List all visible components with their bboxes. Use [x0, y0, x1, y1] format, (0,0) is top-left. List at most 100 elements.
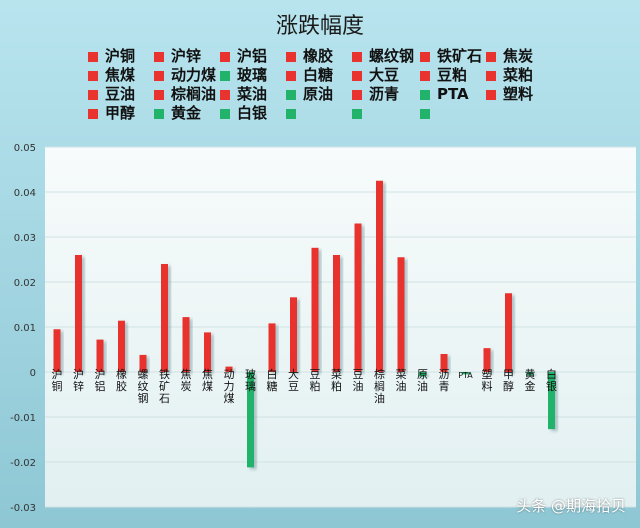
legend-swatch [286, 71, 296, 81]
x-tick-label: 豆粕 [310, 368, 321, 393]
legend-swatch [220, 52, 230, 62]
x-tick-label: 铁矿石 [159, 368, 170, 405]
legend-swatch [352, 71, 362, 81]
bar [225, 366, 233, 372]
y-tick-label: 0.04 [14, 188, 36, 199]
legend-swatch [420, 71, 430, 81]
y-tick-label: -0.01 [10, 413, 36, 424]
bar [505, 293, 512, 372]
legend-item: 橡胶 [286, 47, 333, 66]
legend-item: 玻璃 [220, 66, 267, 85]
legend-swatch [154, 52, 164, 62]
x-tick-label: 大豆 [288, 367, 299, 393]
x-tick-label: 塑料 [482, 367, 493, 393]
legend-item: 甲醇 [88, 104, 135, 123]
legend-item: 大豆 [352, 66, 399, 85]
legend-swatch [88, 109, 98, 119]
legend-label: 大豆 [369, 66, 400, 84]
x-tick-label: 沪铜 [52, 367, 63, 393]
legend-label: 焦煤 [105, 66, 136, 84]
bar [419, 372, 426, 377]
legend-label: 黄金 [171, 104, 202, 122]
legend-label: 棕榈油 [171, 85, 217, 103]
bar [53, 329, 61, 372]
bar [96, 339, 104, 372]
legend-item: 棕榈油 [154, 85, 216, 104]
legend-label: 橡胶 [303, 47, 334, 65]
legend-item: 豆油 [88, 85, 135, 104]
legend-label: 动力煤 [171, 66, 217, 84]
bar [75, 255, 82, 372]
legend-swatch [88, 90, 98, 100]
legend-item: 豆粕 [420, 66, 467, 85]
legend-label: 菜粕 [503, 66, 534, 84]
bar [526, 372, 534, 376]
legend-swatch [486, 52, 496, 62]
y-tick-label: 0.01 [14, 323, 36, 334]
x-tick-label: 黄金 [525, 367, 536, 393]
legend-swatch [286, 109, 296, 119]
legend-swatch [286, 52, 296, 62]
x-tick-label: 原油 [417, 368, 428, 393]
legend-label: 铁矿石 [437, 47, 483, 65]
x-tick-label: 沥青 [439, 368, 450, 393]
legend-item [420, 104, 437, 123]
legend-swatch [154, 90, 164, 100]
legend-item: 焦炭 [486, 47, 533, 66]
x-tick-label: 焦煤 [202, 368, 213, 393]
x-tick-label: 焦炭 [181, 368, 192, 393]
x-tick-label: 白银 [546, 367, 557, 393]
bar [397, 257, 405, 372]
legend-swatch [220, 109, 230, 119]
legend-swatch [486, 71, 496, 81]
bar [333, 255, 340, 372]
chart-title: 涨跌幅度 [275, 14, 364, 39]
legend-label: 豆油 [105, 85, 136, 103]
bar [311, 247, 319, 372]
legend-label: 沪铝 [237, 47, 268, 65]
legend-item: 沪锌 [154, 47, 201, 66]
bar-chart: -0.03 -0.02 -0.01 0 0.01 0.02 0.03 0.04 0.05 沪铜沪锌… [10, 143, 636, 514]
legend-swatch [286, 90, 296, 100]
legend-item: 菜粕 [486, 66, 533, 85]
legend-item: 铁矿石 [420, 47, 482, 66]
legend-item: 原油 [286, 85, 333, 104]
y-tick-label: 0 [30, 368, 36, 379]
legend-item: 白银 [220, 104, 267, 123]
bar [247, 372, 254, 468]
legend-label: 螺纹钢 [369, 47, 415, 65]
legend-label: 甲醇 [105, 104, 136, 122]
legend-swatch [220, 90, 230, 100]
legend-label: 菜油 [237, 85, 268, 103]
legend-item [286, 104, 303, 123]
y-tick-label: -0.02 [10, 458, 36, 469]
x-tick-label: 动力煤 [224, 368, 235, 405]
x-tick-label: 菜粕 [331, 368, 342, 393]
bar [161, 264, 168, 372]
legend-item: 沥青 [352, 85, 399, 104]
legend-swatch [88, 52, 98, 62]
y-tick-label: 0.02 [14, 278, 36, 289]
legend-swatch [420, 90, 430, 100]
legend-swatch [486, 90, 496, 100]
bar [290, 297, 297, 372]
legend-label: 玻璃 [237, 66, 268, 84]
legend-label: 原油 [303, 85, 334, 103]
y-tick-label: -0.03 [10, 503, 36, 514]
x-tick-label: 橡胶 [116, 368, 127, 393]
legend-item: 菜油 [220, 85, 267, 104]
legend-swatch [352, 90, 362, 100]
x-tick-label: 玻璃 [245, 368, 256, 393]
bar [483, 348, 491, 372]
bar [462, 372, 469, 375]
legend-label: 白银 [237, 104, 268, 122]
x-tick-label: PTA [458, 371, 473, 380]
legend-swatch [352, 109, 362, 119]
legend-item: 动力煤 [154, 66, 216, 85]
x-tick-label: 豆油 [353, 368, 364, 393]
bar [440, 354, 448, 372]
x-tick-label: 白糖 [267, 367, 278, 393]
y-tick-label: 0.03 [14, 233, 36, 244]
legend-item: 白糖 [286, 66, 333, 85]
x-tick-label: 菜油 [396, 368, 407, 393]
